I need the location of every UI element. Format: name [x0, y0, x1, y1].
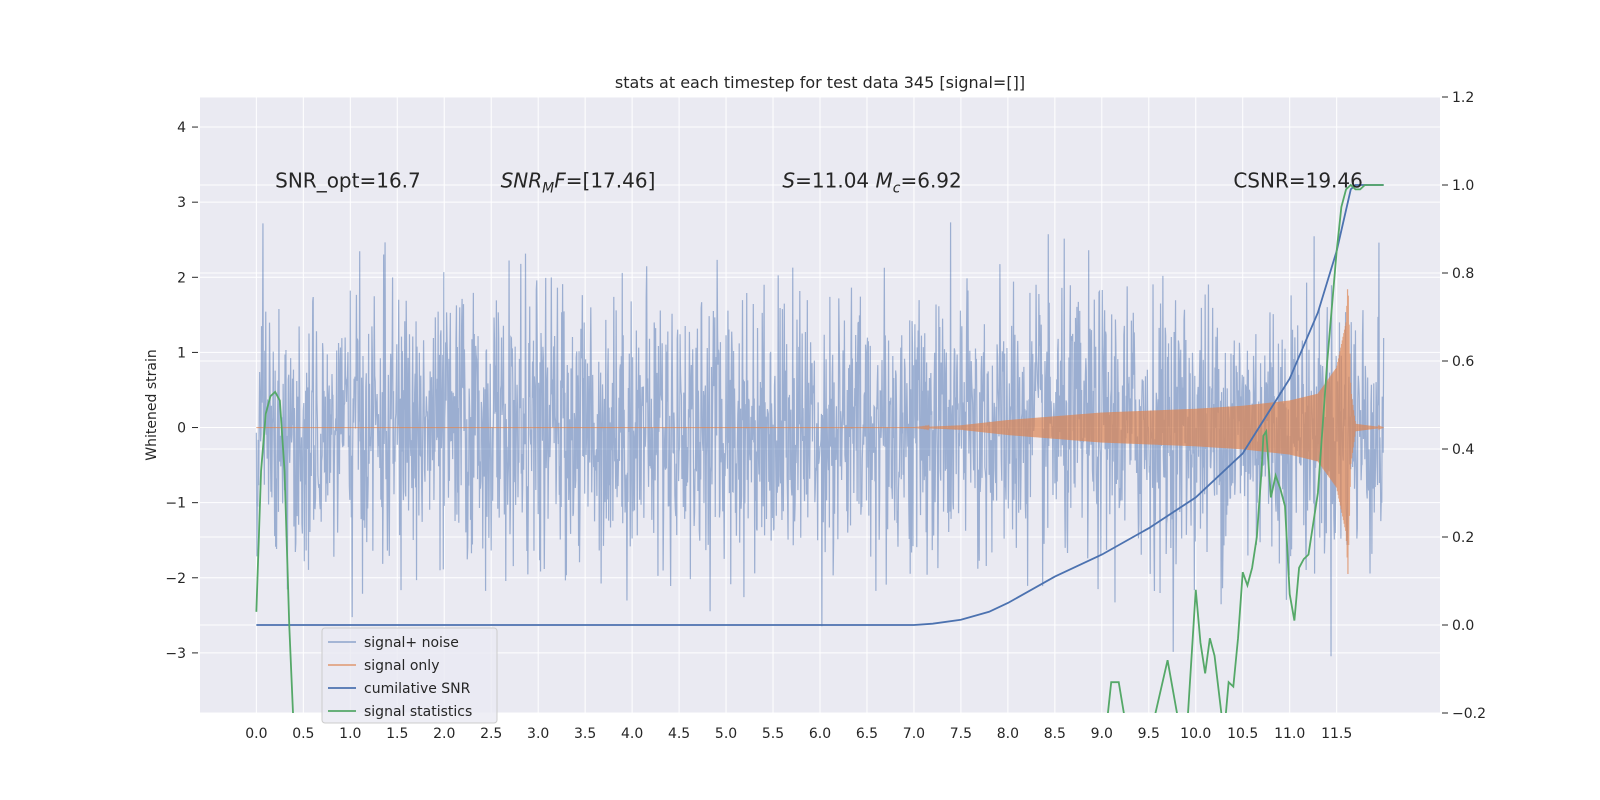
annotation-part: =11.04 — [795, 169, 875, 193]
annotation-part: c — [893, 181, 901, 197]
y2-tick-label: 0.2 — [1452, 530, 1474, 546]
series-signal-statistics-line — [255, 183, 1384, 713]
y-tick-label: 4 — [177, 120, 186, 136]
annotation-part: SNR_opt=16.7 — [275, 169, 421, 193]
x-tick-label: 3.0 — [527, 726, 549, 742]
legend-label: signal only — [364, 658, 439, 674]
x-tick-label: 9.0 — [1091, 726, 1113, 742]
series-cumulative-snr-line — [256, 184, 1384, 626]
y2-tick-label: 1.0 — [1452, 178, 1474, 194]
x-tick-label: 0.5 — [292, 726, 314, 742]
legend-box — [321, 627, 498, 724]
y-tick-label: 3 — [177, 195, 186, 211]
x-tick-label: 11.5 — [1321, 726, 1352, 742]
annotation-part: =6.92 — [900, 169, 961, 193]
legend-label: cumilative SNR — [364, 681, 471, 697]
annotation-part: M — [876, 169, 893, 193]
plot-clip-group — [255, 183, 1385, 713]
y-axis-label: Whitened strain — [144, 349, 160, 460]
x-tick-label: 9.5 — [1138, 726, 1160, 742]
chart-title: stats at each timestep for test data 345… — [615, 73, 1025, 92]
y2-tick-label: −0.2 — [1452, 706, 1486, 722]
annotation-part: CSNR=19.46 — [1233, 169, 1363, 193]
x-tick-label: 6.0 — [809, 726, 831, 742]
x-tick-label: 1.5 — [386, 726, 408, 742]
annotation-text: SNRMF=[17.46] — [501, 169, 656, 197]
x-tick-label: 4.0 — [621, 726, 643, 742]
x-tick-label: 11.0 — [1274, 726, 1305, 742]
y2-tick-label: 0.8 — [1452, 266, 1474, 282]
x-tick-label: 1.0 — [339, 726, 361, 742]
x-tick-label: 5.5 — [762, 726, 784, 742]
y-tick-label: −3 — [165, 646, 186, 662]
y-tick-label: 2 — [177, 270, 186, 286]
series-signal-noise-line — [255, 222, 1385, 657]
annotation-part: F — [554, 169, 566, 193]
x-tick-label: 7.0 — [903, 726, 925, 742]
x-tick-label: 7.5 — [950, 726, 972, 742]
x-tick-label: 10.0 — [1180, 726, 1211, 742]
y2-tick-label: 0.0 — [1452, 618, 1474, 634]
x-tick-label: 8.0 — [997, 726, 1019, 742]
annotation-text: S=11.04 Mc=6.92 — [782, 169, 961, 197]
annotation-part: M — [542, 181, 554, 197]
annotation-part: SNR — [501, 169, 543, 193]
x-tick-label: 3.5 — [574, 726, 596, 742]
x-tick-label: 8.5 — [1044, 726, 1066, 742]
x-ticks: 0.0 0.5 1.0 1.5 2.0 2.5 3.0 3.5 4.0 4.5 5.0 5.5 6.0 6… — [245, 726, 1352, 742]
x-tick-label: 2.5 — [480, 726, 502, 742]
x-tick-label: 4.5 — [668, 726, 690, 742]
y-tick-label: 1 — [177, 345, 186, 361]
legend: signal+ noise signal only cumilative SNR si… — [321, 627, 498, 724]
annotation-text: SNR_opt=16.7 — [275, 169, 421, 193]
y-tick-label: −1 — [165, 496, 186, 512]
right-y-ticks: 1.2 1.0 0.8 0.6 0.4 0.2 0.0 −0.2 — [1442, 90, 1486, 722]
x-tick-label: 10.5 — [1227, 726, 1258, 742]
left-y-ticks: 4 3 2 1 0 −1 −2 −3 — [165, 120, 198, 662]
annotation-part: =[17.46] — [566, 169, 656, 193]
x-tick-label: 2.0 — [433, 726, 455, 742]
annotation-part: S — [782, 169, 795, 193]
y2-tick-label: 0.6 — [1452, 354, 1474, 370]
y-tick-label: −2 — [165, 571, 186, 587]
series-signal-only-line — [256, 289, 1384, 575]
y2-tick-label: 1.2 — [1452, 90, 1474, 106]
annotations: SNR_opt=16.7 SNRMF=[17.46] S=11.04 Mc=6.92… — [275, 169, 1363, 197]
x-tick-label: 5.0 — [715, 726, 737, 742]
x-tick-label: 0.0 — [245, 726, 267, 742]
y2-tick-label: 0.4 — [1452, 442, 1474, 458]
y-tick-label: 0 — [177, 421, 186, 437]
legend-label: signal statistics — [364, 704, 472, 720]
annotation-text: CSNR=19.46 — [1233, 169, 1363, 193]
x-tick-label: 6.5 — [856, 726, 878, 742]
legend-label: signal+ noise — [364, 635, 459, 651]
